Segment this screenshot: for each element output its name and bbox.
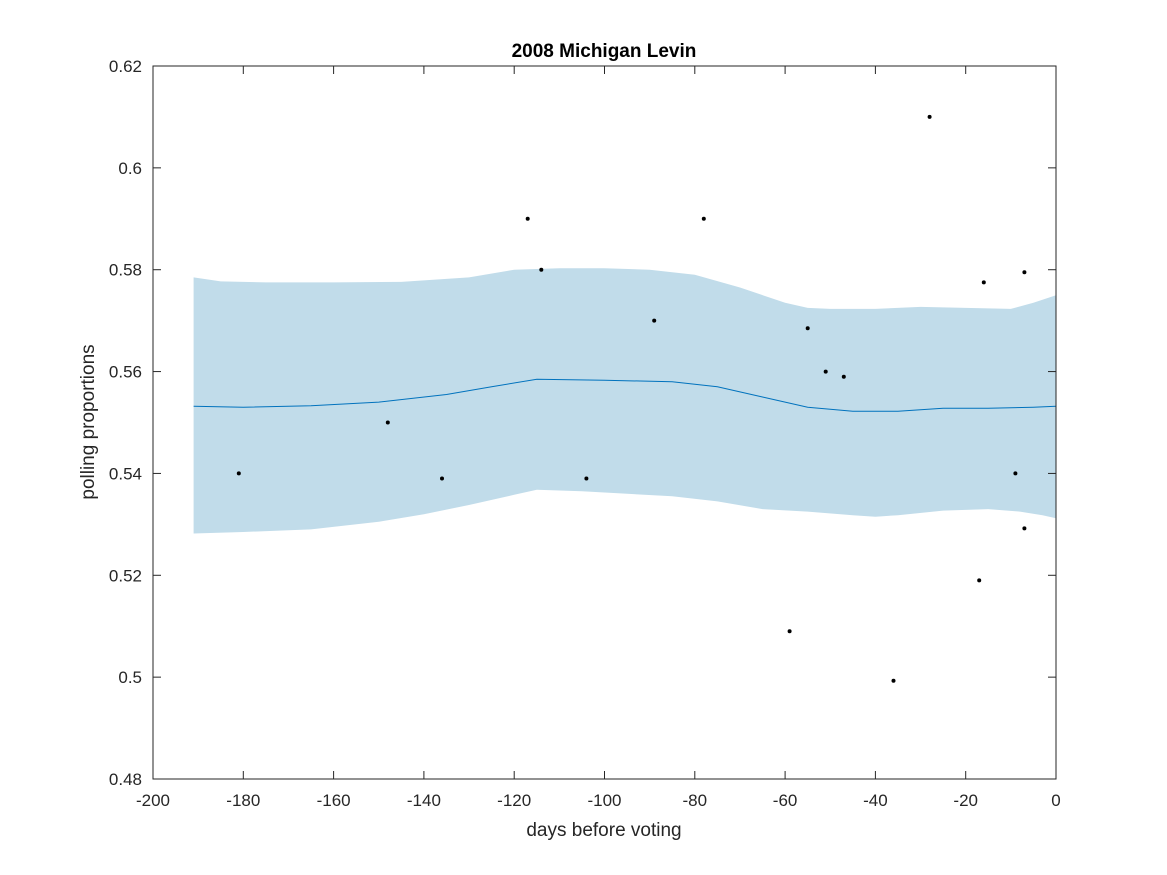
- plot-area: [193, 114, 1057, 683]
- x-tick-label: -40: [863, 791, 888, 810]
- data-point: [440, 476, 444, 481]
- mean-line: [193, 378, 1057, 412]
- data-point: [927, 114, 932, 119]
- x-tick-label: -160: [317, 791, 351, 810]
- data-point: [584, 476, 589, 481]
- data-point: [841, 374, 846, 379]
- x-tick-label: -60: [773, 791, 798, 810]
- data-point: [1022, 270, 1027, 275]
- data-point: [787, 629, 792, 634]
- y-tick-label: 0.58: [109, 261, 142, 280]
- x-tick-label: -180: [226, 791, 260, 810]
- y-tick-label: 0.48: [109, 770, 142, 789]
- x-tick-label: -80: [683, 791, 708, 810]
- axis-ticks: -200 -180 -160 -140 -120 -100 -80 -60 -40 -20 00.4…: [109, 57, 1061, 810]
- y-axis-label: polling proportions: [78, 344, 99, 499]
- data-point: [1013, 471, 1018, 476]
- x-tick-label: -140: [407, 791, 441, 810]
- y-tick-label: 0.56: [109, 363, 142, 382]
- chart-title: 2008 Michigan Levin: [512, 41, 697, 62]
- y-tick-label: 0.62: [109, 57, 142, 76]
- confidence-band: [193, 268, 1057, 534]
- y-tick-label: 0.54: [109, 464, 142, 483]
- y-tick-label: 0.52: [109, 566, 142, 585]
- data-point: [525, 216, 530, 221]
- data-point: [977, 578, 982, 583]
- axes-box: [152, 65, 1057, 780]
- data-point: [385, 420, 390, 425]
- data-point: [891, 678, 896, 683]
- data-point: [652, 318, 657, 323]
- x-axis-label: days before voting: [526, 820, 681, 841]
- data-point: [236, 471, 241, 476]
- x-tick-label: -200: [136, 791, 170, 810]
- data-point: [1022, 526, 1027, 531]
- y-tick-label: 0.5: [118, 668, 142, 687]
- data-point: [701, 216, 706, 221]
- x-tick-label: -100: [587, 791, 621, 810]
- data-point: [539, 267, 544, 272]
- data-point: [981, 280, 986, 285]
- x-tick-label: -120: [497, 791, 531, 810]
- data-point: [805, 326, 810, 331]
- y-tick-label: 0.6: [118, 159, 142, 178]
- x-tick-label: -20: [953, 791, 978, 810]
- data-point: [823, 369, 828, 374]
- x-tick-label: 0: [1051, 791, 1060, 810]
